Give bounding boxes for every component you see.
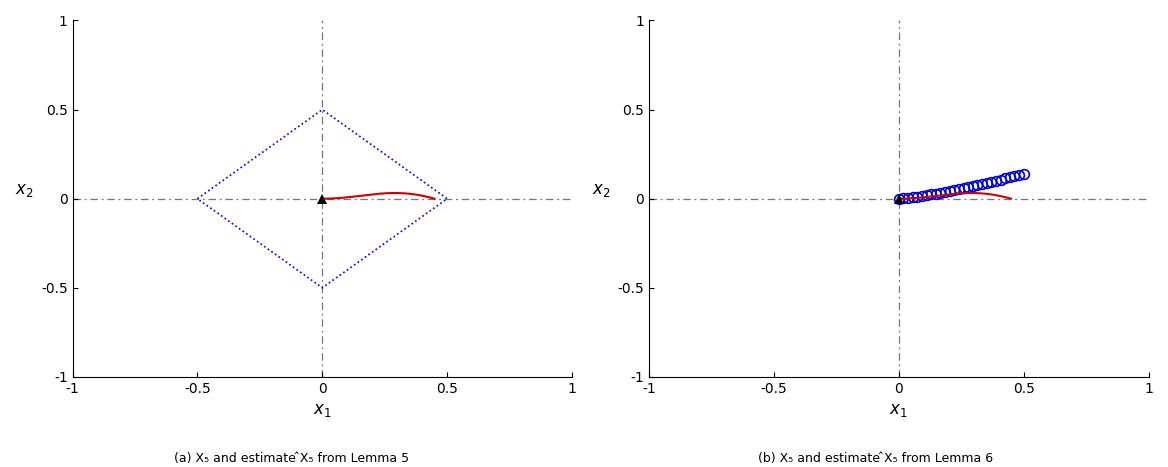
Text: (b) X₅ and estimate ̂X₅ from Lemma 6: (b) X₅ and estimate ̂X₅ from Lemma 6: [758, 453, 994, 465]
X-axis label: $x_1$: $x_1$: [890, 401, 909, 419]
X-axis label: $x_1$: $x_1$: [313, 401, 332, 419]
Y-axis label: $x_2$: $x_2$: [15, 181, 34, 198]
Y-axis label: $x_2$: $x_2$: [591, 181, 610, 198]
Text: (a) X₅ and estimate ̂X₅ from Lemma 5: (a) X₅ and estimate ̂X₅ from Lemma 5: [174, 453, 410, 465]
